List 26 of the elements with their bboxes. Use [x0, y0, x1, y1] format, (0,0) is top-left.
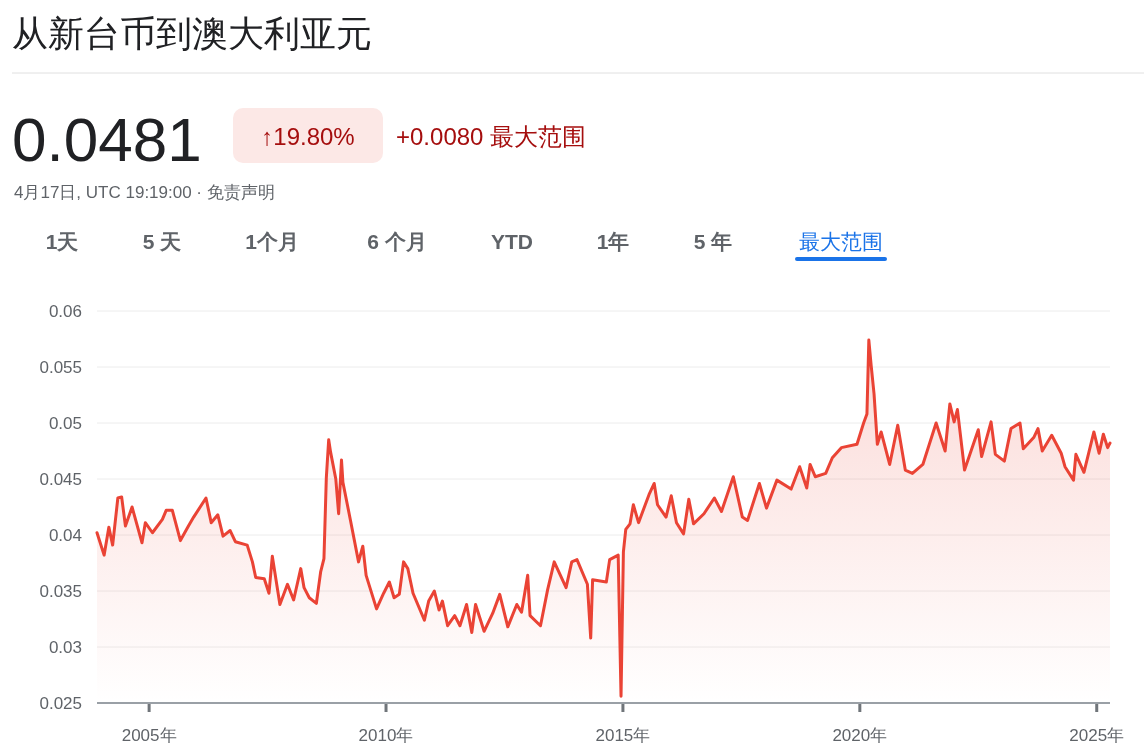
text: 1个月	[245, 230, 299, 253]
y-tick-label: 0.06	[48, 302, 82, 321]
y-tick-label: 0.04	[48, 526, 82, 545]
text: +0.0080 最大范围	[396, 123, 587, 150]
text: 1年	[596, 230, 630, 253]
y-tick-label: 0.025	[39, 694, 82, 713]
text: 最大范围	[799, 230, 883, 253]
x-tick-label: 2010年	[358, 726, 414, 745]
text: YTD	[491, 230, 533, 253]
text: 5 天	[142, 230, 182, 253]
x-tick-label: 2005年	[121, 726, 177, 745]
y-tick-label: 0.045	[39, 470, 82, 489]
x-tick-label: 2015年	[595, 726, 651, 745]
x-tick-label: 2025年	[1069, 726, 1125, 745]
text: 5 年	[693, 230, 733, 253]
text: ↑19.80%	[261, 123, 355, 150]
x-tick-label: 2020年	[832, 726, 888, 745]
text: 6 个月	[367, 230, 427, 253]
text: 4月17日, UTC 19:19:00 · 免责声明	[14, 183, 275, 202]
chart-title: 从新台币到澳大利亚元	[12, 13, 372, 54]
text: 0.0481	[12, 105, 202, 174]
y-tick-label: 0.05	[48, 414, 82, 433]
y-tick-label: 0.03	[48, 638, 82, 657]
y-tick-label: 0.035	[39, 582, 82, 601]
text: 1天	[45, 230, 79, 253]
y-tick-label: 0.055	[39, 358, 82, 377]
